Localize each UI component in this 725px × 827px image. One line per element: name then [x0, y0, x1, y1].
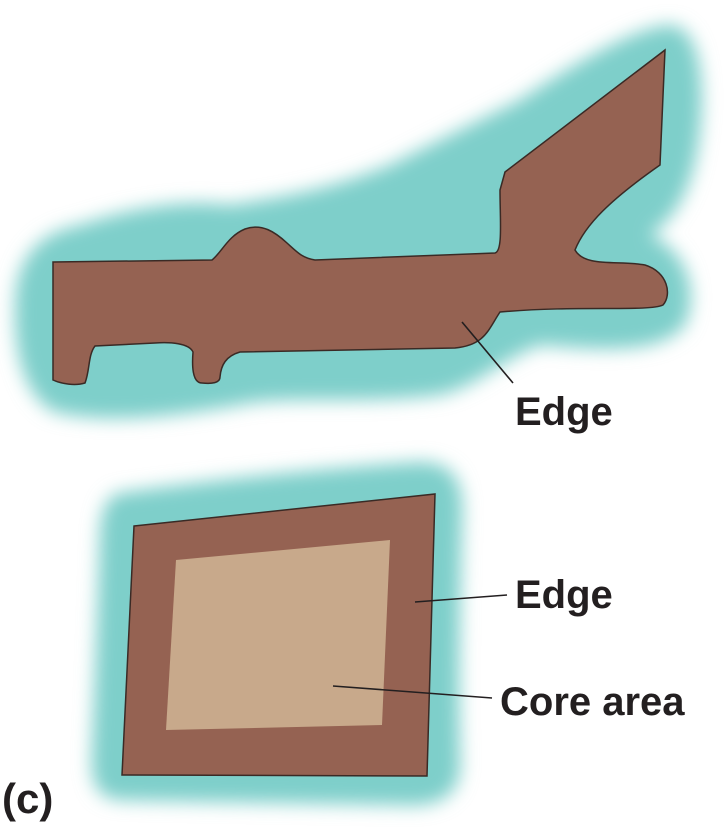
top-edge-label: Edge	[515, 390, 613, 434]
quadrilateral-patch	[91, 462, 463, 806]
core-area-label: Core area	[500, 680, 685, 724]
bottom-edge-label: Edge	[515, 573, 613, 617]
bottom-edge-leader-line	[414, 594, 508, 603]
irregular-patch-matrix	[15, 25, 702, 419]
top-edge-leader-line	[461, 321, 514, 384]
irregular-patch-edge	[52, 48, 669, 386]
irregular-patch	[15, 25, 702, 419]
panel-label: (c)	[2, 775, 53, 822]
quadrilateral-patch-core	[166, 540, 390, 730]
core-area-leader-line	[332, 685, 493, 699]
